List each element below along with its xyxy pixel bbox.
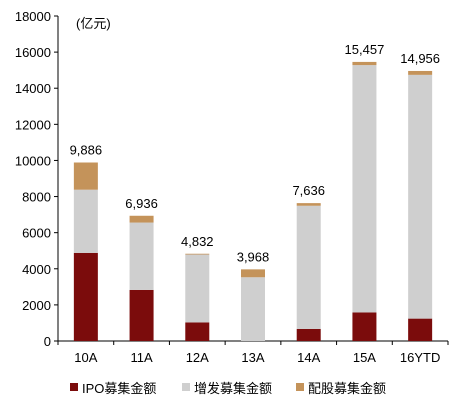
bar-segment (352, 312, 377, 341)
x-tick-label: 13A (241, 350, 264, 365)
legend-swatch (182, 383, 190, 391)
total-labels: 9,886 6,936 4,832 3,968 7,636 15,457 14,956 (70, 42, 440, 264)
y-tick-label: 8000 (22, 190, 51, 205)
x-tick-label: 11A (130, 350, 152, 365)
bar-segment (408, 74, 433, 319)
bar-segment (408, 70, 433, 75)
bar-segment (73, 252, 98, 341)
x-axis: 10A 11A 12A 13A 14A 15A 16YTD (57, 340, 449, 365)
bar-segment (73, 162, 98, 190)
bar-segment (73, 189, 98, 253)
total-label: 14,956 (400, 51, 440, 66)
bar-segment (408, 318, 433, 341)
total-label: 6,936 (125, 196, 158, 211)
legend-swatch (70, 383, 78, 391)
bar-segment (129, 222, 154, 290)
bar-segment (352, 61, 377, 66)
x-tick-label: 16YTD (400, 350, 440, 365)
bar-segment (241, 269, 265, 278)
x-tick-label: 14A (297, 350, 320, 365)
total-label: 15,457 (345, 42, 385, 57)
bar-segment (185, 253, 210, 255)
bar-segment (352, 65, 377, 313)
y-tick-label: 10000 (15, 153, 51, 168)
y-tick-label: 14000 (15, 81, 51, 96)
y-tick-label: 0 (44, 334, 51, 349)
bar-segment (129, 289, 154, 341)
bar-segment (241, 277, 265, 341)
legend-label: 增发募集金额 (194, 381, 272, 396)
x-tick-label: 12A (186, 350, 209, 365)
y-tick-label: 18000 (15, 9, 51, 24)
bar-segment (296, 328, 321, 341)
legend-label: IPO募集金额 (82, 381, 156, 396)
x-tick-label: 15A (353, 350, 376, 365)
unit-label: (亿元) (76, 16, 111, 31)
total-label: 7,636 (292, 183, 325, 198)
y-tick-label: 12000 (15, 117, 51, 132)
x-tick-label: 10A (74, 350, 97, 365)
bar-segment (129, 215, 154, 223)
bar-segment (296, 205, 321, 329)
total-label: 9,886 (70, 143, 103, 158)
legend-swatch (296, 383, 304, 391)
y-tick-label: 2000 (22, 298, 51, 313)
y-axis: 0 2000 4000 6000 8000 10000 12000 14000 16000 180… (15, 9, 59, 349)
bar-segment (296, 203, 321, 206)
legend-label: 配股募集金额 (308, 381, 386, 396)
total-label: 4,832 (181, 234, 214, 249)
bar-segment (185, 254, 210, 323)
y-tick-label: 4000 (22, 262, 51, 277)
legend: IPO募集金额 增发募集金额 配股募集金额 (70, 381, 386, 396)
y-tick-label: 6000 (22, 226, 51, 241)
bars (73, 61, 433, 341)
total-label: 3,968 (237, 249, 270, 264)
y-tick-label: 16000 (15, 45, 51, 60)
bar-segment (185, 322, 210, 341)
